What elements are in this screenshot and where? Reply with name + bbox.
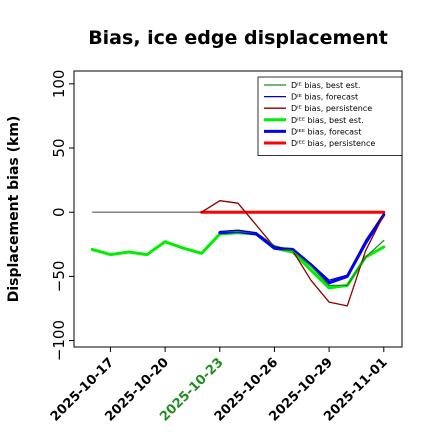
- legend-entry-label: Dᴵᴱ bias, forecast: [291, 93, 358, 102]
- plot-area: [90, 200, 386, 307]
- series-group: [90, 200, 386, 307]
- legend: Dᴵᴱ bias, best est. Dᴵᴱ bias, forecast Dᴵᴱ…: [257, 76, 403, 156]
- legend-entry-label: Dᴵᴱ bias, persistence: [291, 104, 372, 113]
- series-line-2: [219, 212, 385, 281]
- y-tick-label: −100: [50, 320, 68, 361]
- y-tick-label: 50: [50, 138, 68, 157]
- legend-entry-label: Dᴵᴱ bias, best est.: [291, 81, 360, 90]
- y-tick-label: 0: [50, 207, 68, 217]
- chart-title: Bias, ice edge displacement: [88, 27, 388, 49]
- legend-entry-label: Dᴵᴱᴱ bias, forecast: [291, 127, 361, 136]
- legend-entry-label: Dᴵᴱᴱ bias, persistence: [291, 139, 375, 148]
- y-tick-label: −50: [50, 261, 68, 293]
- y-axis-label: Displacement bias (km): [6, 116, 22, 303]
- plot-frame: [73, 70, 403, 348]
- legend-entry-label: Dᴵᴱᴱ bias, best est.: [291, 116, 364, 125]
- y-tick-label: 100: [50, 70, 68, 99]
